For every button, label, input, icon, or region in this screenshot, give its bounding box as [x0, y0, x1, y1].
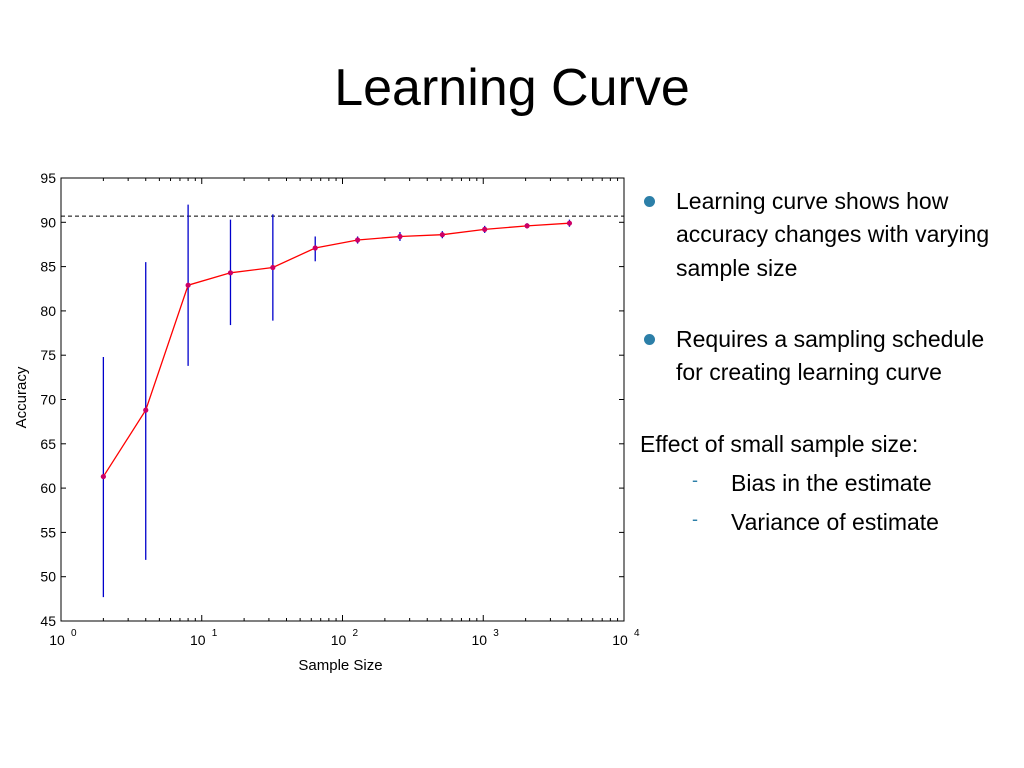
y-tick-label: 95: [40, 170, 56, 186]
x-tick-exponent: 2: [353, 628, 359, 639]
data-point: [566, 220, 573, 226]
y-tick-label: 80: [40, 303, 56, 319]
sub-bullet-item: - Variance of estimate: [640, 506, 1015, 539]
data-point: [227, 270, 234, 276]
y-tick-label: 55: [40, 524, 56, 540]
data-point: [143, 407, 149, 413]
bullet-dot-icon: [644, 196, 655, 207]
x-tick-label: 10: [331, 632, 347, 648]
dash-icon: -: [692, 470, 698, 491]
y-axis-label: Accuracy: [13, 366, 30, 428]
plot-frame: [60, 177, 625, 622]
bullet-item: Learning curve shows how accuracy change…: [640, 185, 1015, 285]
data-point: [100, 473, 106, 480]
data-point: [482, 226, 488, 232]
dash-icon: -: [692, 509, 698, 530]
x-tick-exponent: 1: [212, 628, 218, 639]
x-tick-label: 10: [49, 632, 65, 648]
slide-title: Learning Curve: [334, 59, 690, 117]
x-tick-label: 10: [190, 632, 206, 648]
y-tick-label: 60: [40, 480, 56, 496]
x-tick-label: 10: [471, 632, 487, 648]
bullet-item: Requires a sampling schedule for creatin…: [640, 323, 1015, 390]
sub-bullet-text: Bias in the estimate: [731, 470, 932, 497]
x-axis-label: Sample Size: [298, 657, 382, 674]
sub-bullet-item: - Bias in the estimate: [640, 467, 1015, 500]
data-point: [185, 282, 191, 288]
bullet-dot-icon: [644, 334, 655, 346]
x-tick-label: 10: [612, 632, 628, 648]
y-tick-label: 65: [40, 436, 56, 452]
x-tick-exponent: 3: [493, 628, 499, 639]
sub-bullet-text: Variance of estimate: [731, 509, 939, 536]
data-point: [354, 237, 361, 243]
y-tick-label: 50: [40, 569, 56, 585]
bullet-list: Learning curve shows how accuracy change…: [640, 185, 1015, 540]
bullet-text: Requires a sampling schedule for creatin…: [676, 326, 985, 386]
y-tick-label: 90: [40, 214, 56, 230]
data-point: [270, 264, 276, 271]
y-tick-label: 45: [40, 613, 56, 629]
x-tick-exponent: 0: [71, 628, 77, 639]
y-tick-label: 70: [40, 392, 56, 408]
x-tick-exponent: 4: [634, 628, 640, 639]
y-tick-label: 75: [40, 347, 56, 363]
data-point: [524, 223, 530, 229]
bullet-text: Learning curve shows how accuracy change…: [676, 188, 990, 281]
section-label: Effect of small sample size:: [640, 430, 919, 457]
data-point: [397, 233, 403, 240]
y-tick-label: 85: [40, 259, 56, 275]
data-point: [312, 245, 318, 251]
data-point: [439, 232, 445, 238]
accuracy-line: [102, 222, 570, 477]
